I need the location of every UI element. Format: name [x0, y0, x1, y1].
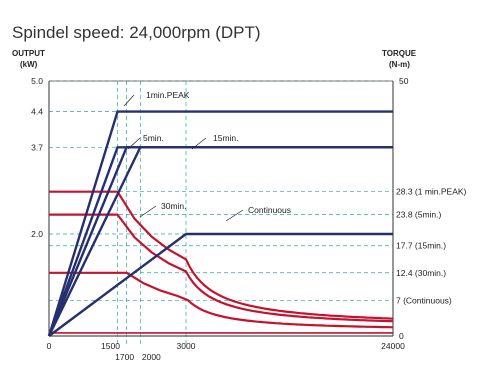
torque-value-label-2: 17.7 (15min.) — [396, 241, 446, 251]
torque-curve-1 — [49, 213, 394, 323]
left-axis-unit: (kW) — [20, 60, 38, 69]
left-axis-title: OUTPUT — [12, 49, 45, 58]
torque-curve-0 — [49, 190, 394, 320]
series-leader-3 — [139, 205, 157, 218]
series-leader-1 — [127, 137, 141, 150]
series-leader-2 — [191, 137, 207, 150]
series-label-3: 30min. — [161, 201, 187, 211]
torque-curve-2 — [49, 271, 394, 329]
output-curves — [47, 110, 393, 337]
series-label-4: Continuous — [248, 205, 291, 215]
x-tick-label-4: 3000 — [177, 341, 196, 351]
right-axis-title: TORQUE — [382, 49, 417, 58]
torque-value-label-4: 7 (Continuous) — [396, 295, 452, 305]
torque-value-label-3: 12.4 (30min.) — [396, 268, 446, 278]
output-curve-1 — [47, 146, 393, 337]
output-tick-label-1: 3.7 — [31, 142, 43, 152]
output-tick-label-0: 2.0 — [31, 229, 43, 239]
series-label-0: 1min.PEAK — [146, 90, 190, 100]
x-tick-label-1: 1500 — [101, 341, 120, 351]
x-tick-label-2: 1700 — [115, 352, 134, 362]
series-leader-0 — [123, 94, 135, 107]
output-curve-0 — [47, 110, 393, 337]
torque-value-label-1: 23.8 (5min.) — [396, 210, 442, 220]
torque-tick-label-1: 50 — [399, 76, 409, 86]
output-tick-label-2: 4.4 — [31, 107, 43, 117]
chart-title: Spindel speed: 24,000rpm (DPT) — [12, 23, 261, 42]
torque-curves — [49, 190, 394, 334]
torque-tick-label-0: 0 — [399, 331, 404, 341]
output-curve-2 — [47, 146, 393, 337]
series-label-2: 15min. — [213, 133, 239, 143]
series-leader-4 — [225, 209, 244, 222]
plot-frame — [48, 80, 394, 337]
x-tick-label-3: 2000 — [142, 352, 161, 362]
torque-value-label-0: 28.3 (1 min.PEAK) — [396, 187, 467, 197]
x-tick-label-5: 24000 — [381, 341, 405, 351]
output-curve-3 — [47, 146, 393, 337]
chart-labels: 2.0 3.7 4.4 5.0 0 50 28.3 (1 min.PEAK) 23.8 (5m… — [31, 76, 466, 362]
right-axis-unit: (N-m) — [389, 60, 410, 69]
series-label-1: 5min. — [143, 133, 164, 143]
output-tick-label-3: 5.0 — [31, 76, 43, 86]
output-curve-4 — [48, 232, 393, 337]
x-tick-label-0: 0 — [47, 341, 52, 351]
